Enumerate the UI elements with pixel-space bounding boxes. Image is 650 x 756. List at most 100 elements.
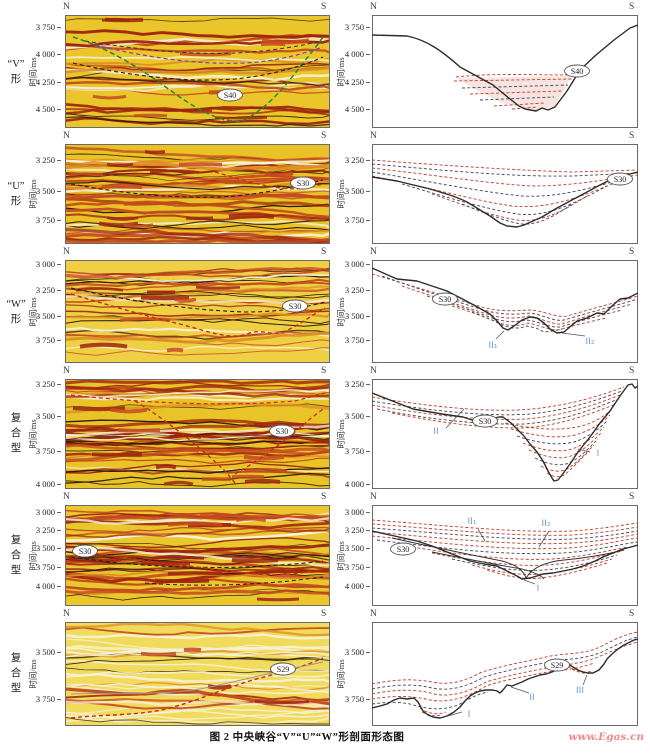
south-label: S <box>321 492 327 502</box>
north-label: N <box>370 247 377 257</box>
tick-label: 3 750 <box>345 446 370 456</box>
tick-label: 3 500 <box>345 647 370 657</box>
tick-label: 3 250 <box>36 379 61 389</box>
seismic-panel: S40 <box>65 15 330 128</box>
tick-label: 3 500 <box>36 647 61 657</box>
tick-label: 3 500 <box>36 411 61 421</box>
seismic-strata <box>65 379 330 488</box>
interpreted-horizons <box>70 392 326 484</box>
tick-label: 3 750 <box>36 446 61 456</box>
channel-annotations: II₁ II₂ <box>489 330 595 351</box>
svg-text:II₁: II₁ <box>489 341 498 351</box>
figure-caption-bar: 图 2 中央峡谷“V”“U”“W”形剖面形态图 www.Egas.cn <box>0 729 650 747</box>
svg-text:S30: S30 <box>276 427 288 436</box>
tick-label: 3 750 <box>345 694 370 704</box>
tick-label: 4 250 <box>345 77 370 87</box>
north-label: N <box>63 247 70 257</box>
tick-label: 4 000 <box>345 479 370 489</box>
row-w-shape: N S N S “W” 形 时间/ms 3 000 3 250 3 500 3 … <box>0 247 650 363</box>
tick-label: 3 250 <box>345 379 370 389</box>
tick-label: 4 500 <box>345 104 370 114</box>
time-axis-label: 时间/ms <box>336 659 346 689</box>
horizon-marker: S29 <box>544 658 570 672</box>
seismic-strata <box>65 146 330 244</box>
canyon-profile <box>372 383 638 482</box>
internal-surfaces <box>391 537 625 580</box>
horizon-marker: S30 <box>72 544 98 558</box>
tick-label: 3 000 <box>36 507 61 517</box>
tick-label: 3 250 <box>345 525 370 535</box>
tick-label: 3 000 <box>36 259 61 269</box>
profile-type-label: “W” 形 <box>6 298 26 325</box>
horizon-marker: S30 <box>472 414 498 428</box>
horizon-marker: S30 <box>290 176 316 190</box>
tick-label: 3 750 <box>345 215 370 225</box>
fill-reflectors-dark <box>461 84 569 101</box>
tick-label: 4 000 <box>36 479 61 489</box>
orientation-labels: N S N S <box>0 609 650 622</box>
tick-label: 3 750 <box>36 335 61 345</box>
profile-type-label: 复 合 型 <box>10 653 22 695</box>
seismic-panel: S30 <box>65 505 330 606</box>
tick-label: 3 750 <box>36 694 61 704</box>
horizon-marker: S40 <box>217 88 243 102</box>
north-label: N <box>370 609 377 619</box>
line-drawing-panel: S30 <box>372 144 638 244</box>
north-label: N <box>63 366 70 376</box>
south-label: S <box>629 131 635 141</box>
interpreted-horizons <box>72 36 324 123</box>
south-label: S <box>629 247 635 257</box>
fill-reflectors-dark <box>381 275 638 333</box>
svg-text:S30: S30 <box>614 175 626 184</box>
tick-label: 3 750 <box>345 335 370 345</box>
seismic-strata <box>65 17 330 127</box>
svg-text:II₁: II₁ <box>468 517 477 527</box>
tick-label: 3 250 <box>36 525 61 535</box>
tick-label: 4 500 <box>36 104 61 114</box>
svg-text:I: I <box>537 584 540 594</box>
svg-text:II: II <box>529 693 534 703</box>
row-composite-3: N S N S 复 合 型 时间/ms 3 500 3 750 S29 时间/m… <box>0 609 650 726</box>
svg-text:S29: S29 <box>277 665 289 674</box>
tick-label: 3 000 <box>345 507 370 517</box>
row-composite-2: N S N S 复 合 型 时间/ms 3 000 3 250 3 500 3 … <box>0 492 650 606</box>
south-label: S <box>321 247 327 257</box>
seismic-panel: S30 <box>65 379 330 489</box>
time-axis-label: 时间/ms <box>28 659 38 689</box>
line-drawing-panel: II₁ II₂ I S30 <box>372 505 638 606</box>
tick-label: 3 500 <box>345 186 370 196</box>
svg-text:S40: S40 <box>571 67 583 76</box>
svg-text:II₂: II₂ <box>542 519 551 529</box>
canyon-profile <box>372 267 638 334</box>
fill-reflectors-red <box>372 631 638 716</box>
profile-type-label: “U” 形 <box>7 180 25 207</box>
svg-text:S30: S30 <box>397 545 409 554</box>
time-axis-label: 时间/ms <box>28 419 38 449</box>
seismic-panel: S30 <box>65 260 330 363</box>
tick-label: 4 250 <box>36 77 61 87</box>
horizon-marker: S29 <box>270 662 296 676</box>
horizon-marker: S30 <box>390 542 416 556</box>
tick-label: 3 500 <box>345 411 370 421</box>
tick-label: 3 500 <box>36 311 61 321</box>
svg-text:S30: S30 <box>479 417 491 426</box>
line-drawing-panel: III S30 <box>372 379 638 489</box>
north-label: N <box>63 609 70 619</box>
canyon-profile <box>372 638 638 719</box>
north-label: N <box>370 492 377 502</box>
svg-text:III: III <box>576 686 584 696</box>
south-label: S <box>321 131 327 141</box>
tick-label: 4 000 <box>36 49 61 59</box>
horizon-marker: S30 <box>269 424 295 438</box>
tick-label: 4 000 <box>345 581 370 591</box>
tick-label: 3 750 <box>345 562 370 572</box>
svg-text:I: I <box>468 710 471 720</box>
fill-reflectors-dark <box>372 390 623 466</box>
horizon-marker: S40 <box>564 64 590 78</box>
fill-reflectors-red <box>453 74 573 110</box>
svg-text:S30: S30 <box>79 547 91 556</box>
canyon-profile <box>372 530 638 580</box>
profile-type-label: “V” 形 <box>7 58 25 85</box>
